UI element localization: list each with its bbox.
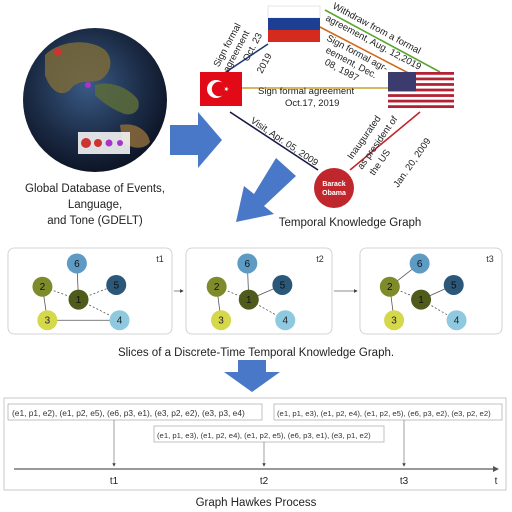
- axis-tick-t2: t2: [260, 476, 269, 487]
- slice-3-node-label-5: 5: [451, 280, 457, 291]
- slice-1-node-label-3: 3: [45, 316, 51, 327]
- slice-1-node-4: [109, 310, 130, 331]
- slice-1-node-label-6: 6: [74, 259, 80, 270]
- slice-2-node-label-5: 5: [280, 280, 286, 291]
- tkg-caption: Temporal Knowledge Graph: [279, 217, 422, 229]
- slice-time-label-3: t3: [486, 254, 494, 264]
- gdelt-caption-line3: and Tone (GDELT): [47, 215, 143, 227]
- hawkes-box-t2: [153, 425, 385, 443]
- slice-2-node-2: [206, 276, 227, 297]
- slice-3-node-label-4: 4: [454, 316, 460, 327]
- slice-1-node-2: [32, 276, 53, 297]
- slice-time-label-2: t2: [316, 254, 324, 264]
- obama-node: Barack Obama: [314, 168, 354, 208]
- slice-2-node-label-1: 1: [246, 295, 252, 306]
- slice-1-node-label-2: 2: [40, 282, 46, 293]
- slice-2-node-label-6: 6: [245, 259, 251, 270]
- gdelt-globe: [23, 28, 167, 172]
- hawkes-panel: (e1, p1, e2), (e1, p2, e5), (e6, p3, e1)…: [3, 397, 507, 491]
- edge-label-sign-tr-us-1: Sign formal agreement: [258, 86, 354, 97]
- hawkes-events-t2: (e1, p1, e3), (e1, p2, e4), (e1, p2, e5)…: [157, 431, 371, 440]
- slice-1-node-label-4: 4: [117, 316, 123, 327]
- slice-2-node-6: [237, 253, 258, 274]
- slice-2-node-3: [211, 310, 232, 331]
- slice-1-node-label-1: 1: [76, 295, 82, 306]
- axis-end-label: t: [495, 476, 498, 487]
- slice-panel-1: [7, 247, 173, 335]
- obama-label-line1: Barack: [322, 181, 345, 188]
- edge-label-visit: Visit, Apr. 05, 2009: [248, 115, 320, 168]
- hawkes-caption: Graph Hawkes Process: [196, 497, 317, 509]
- axis-tick-t3: t3: [400, 476, 409, 487]
- slice-2-node-1: [238, 289, 259, 310]
- slice-3-node-label-3: 3: [391, 316, 397, 327]
- slice-2-node-4: [275, 310, 296, 331]
- hawkes-box-t1: [7, 403, 263, 421]
- slice-3-node-6: [409, 253, 430, 274]
- russia-flag: [267, 5, 321, 42]
- gdelt-caption-line2: Language,: [68, 199, 122, 211]
- slice-1-node-5: [106, 274, 127, 295]
- slice-3-node-label-6: 6: [417, 259, 423, 270]
- tkg-slices: 1 2 3 4 5 6 t1 1 2 3 4 5 6 t2 1 2 3 4 5 6 t3: [7, 247, 503, 335]
- flow-arrow-right: [170, 112, 222, 168]
- slice-2-edge-1-4: [248, 299, 286, 321]
- slice-1-node-6: [66, 253, 87, 274]
- obama-label-line2: Obama: [322, 190, 346, 197]
- hawkes-events-t3: (e1, p1, e3), (e1, p2, e4), (e1, p2, e5)…: [277, 409, 491, 418]
- slice-3-edge-1-4: [420, 299, 457, 321]
- slice-3-node-4: [446, 310, 467, 331]
- slice-3-node-5: [443, 274, 464, 295]
- slice-1-node-label-5: 5: [113, 280, 119, 291]
- turkey-flag: [200, 72, 242, 106]
- slice-3-node-1: [411, 289, 432, 310]
- axis-tick-t1: t1: [110, 476, 119, 487]
- slice-3-node-label-2: 2: [387, 282, 393, 293]
- hawkes-events-t1: (e1, p1, e2), (e1, p2, e5), (e6, p3, e1)…: [12, 408, 245, 418]
- slice-time-label-1: t1: [156, 254, 164, 264]
- edge-label-jan: Jan. 20, 2009: [391, 136, 433, 189]
- slice-3-node-2: [379, 276, 400, 297]
- tkg-edges: [219, 9, 441, 171]
- flow-arrow-down-left: [236, 158, 296, 222]
- slice-1-node-1: [68, 289, 89, 310]
- hawkes-box-t3: [273, 403, 503, 421]
- slice-2-node-5: [272, 274, 293, 295]
- flow-arrow-down: [224, 360, 280, 392]
- slice-2-node-label-3: 3: [218, 316, 224, 327]
- edge-label-sign-tr-us-2: Oct.17, 2019: [285, 98, 339, 109]
- slice-3-node-label-1: 1: [418, 295, 424, 306]
- slice-3-node-3: [384, 310, 405, 331]
- slices-caption: Slices of a Discrete-Time Temporal Knowl…: [118, 347, 394, 359]
- gdelt-caption-line1: Global Database of Events,: [25, 183, 165, 195]
- slice-1-node-3: [37, 310, 58, 331]
- us-flag: [388, 72, 454, 109]
- slice-2-node-label-4: 4: [282, 316, 288, 327]
- edge-label-2019: 2019: [255, 52, 275, 76]
- slice-2-node-label-2: 2: [214, 282, 220, 293]
